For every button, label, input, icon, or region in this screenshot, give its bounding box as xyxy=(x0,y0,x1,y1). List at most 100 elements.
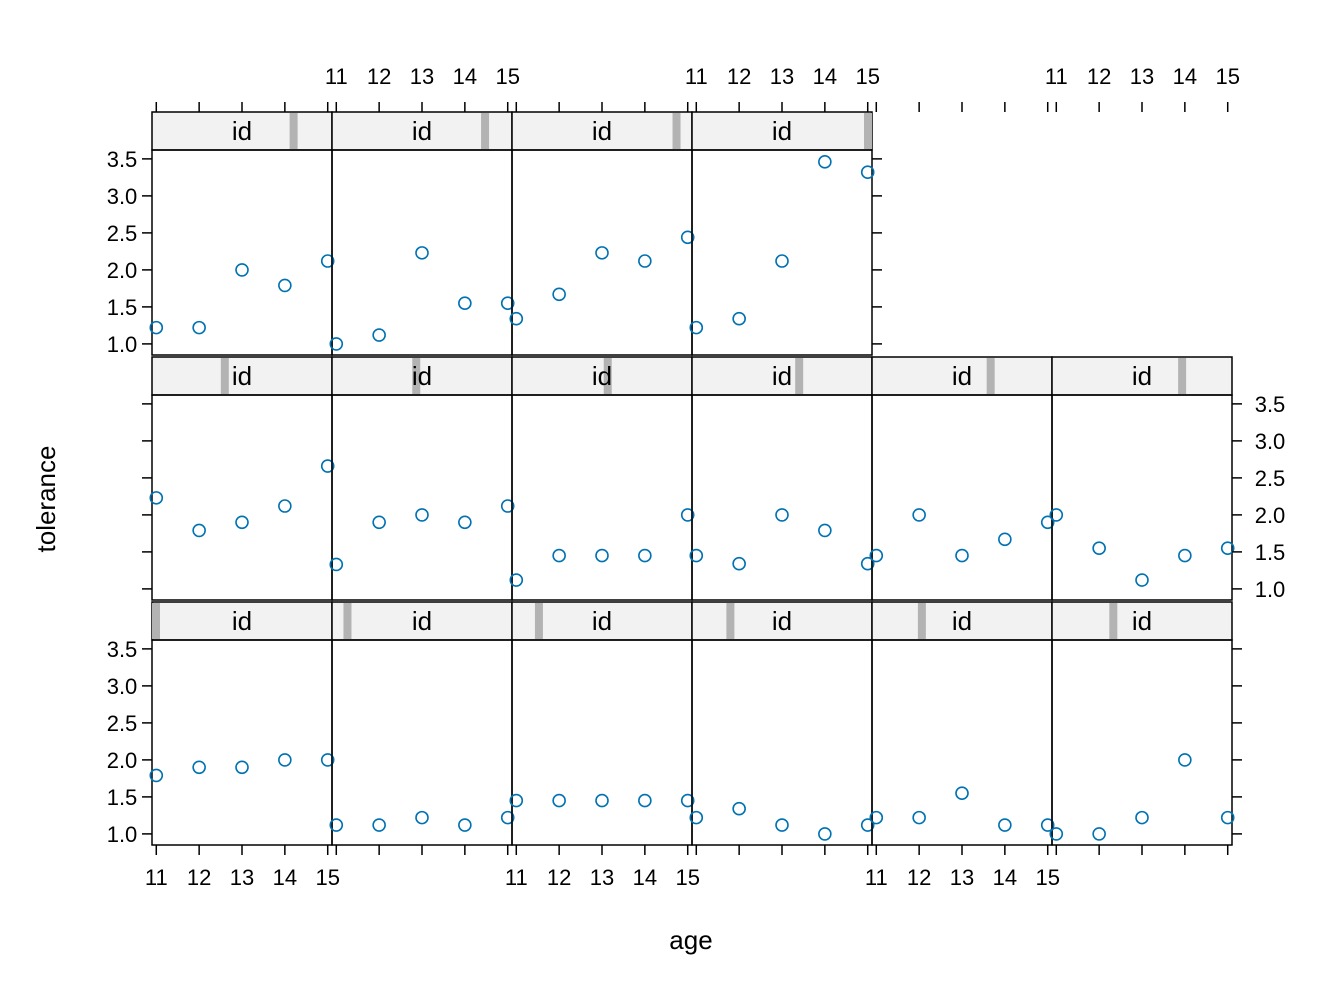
panel-border xyxy=(691,149,873,356)
strip-background xyxy=(151,356,333,396)
data-point xyxy=(278,278,292,293)
strip-background xyxy=(871,356,1053,396)
x-tick-label: 11 xyxy=(685,64,708,89)
data-point xyxy=(1220,541,1235,555)
strip-level-indicator xyxy=(672,113,681,149)
x-tick-label: 11 xyxy=(1045,64,1068,89)
strip-background xyxy=(511,356,693,396)
data-point xyxy=(775,254,789,268)
x-tick-label: 11 xyxy=(865,865,888,890)
strip-level-indicator xyxy=(603,358,612,394)
strip-label: id xyxy=(232,116,252,146)
strip-level-indicator xyxy=(534,603,543,639)
strip-label: id xyxy=(412,361,432,391)
strip-level-indicator xyxy=(343,603,352,639)
panel-border xyxy=(151,394,333,601)
data-point xyxy=(775,508,789,522)
x-tick-label: 11 xyxy=(325,64,348,89)
x-tick-label: 14 xyxy=(273,865,297,890)
strip-label: id xyxy=(592,606,612,636)
panel-15: id xyxy=(509,111,695,356)
strip-level-indicator xyxy=(1109,603,1118,639)
data-point xyxy=(869,548,884,563)
data-point xyxy=(1049,508,1064,522)
x-tick-label: 14 xyxy=(1173,64,1197,89)
strip-level-indicator xyxy=(1178,358,1187,394)
strip-label: id xyxy=(772,361,792,391)
data-point xyxy=(955,786,969,800)
data-point xyxy=(458,296,472,310)
panel-border xyxy=(511,639,693,846)
x-tick-label: 14 xyxy=(453,64,477,89)
x-tick-label: 14 xyxy=(633,865,657,890)
data-point xyxy=(1040,818,1055,832)
panel-11: id xyxy=(869,356,1055,601)
data-point xyxy=(149,768,164,783)
data-point xyxy=(732,311,746,326)
data-point xyxy=(998,818,1012,832)
data-point xyxy=(329,557,344,572)
data-point xyxy=(235,263,249,277)
data-point xyxy=(372,328,386,342)
data-point xyxy=(775,818,789,832)
panel-border xyxy=(691,639,873,846)
panel-border xyxy=(511,394,693,601)
data-point xyxy=(680,793,695,808)
y-tick-label: 2.5 xyxy=(1255,466,1286,491)
y-tick-label: 1.0 xyxy=(1255,577,1286,602)
data-point xyxy=(372,818,386,832)
x-tick-label: 15 xyxy=(675,865,699,890)
x-tick-label: 13 xyxy=(1130,64,1154,89)
strip-label: id xyxy=(772,606,792,636)
x-tick-label: 15 xyxy=(315,865,339,890)
data-point xyxy=(320,254,335,268)
y-tick-label: 2.5 xyxy=(107,221,138,246)
strip-level-indicator xyxy=(864,113,872,149)
data-point xyxy=(500,499,515,513)
data-point xyxy=(680,230,695,245)
data-point xyxy=(638,254,652,268)
data-point xyxy=(860,165,875,180)
data-point xyxy=(638,548,652,563)
data-point xyxy=(732,556,746,571)
data-point xyxy=(1040,515,1055,530)
y-tick-label: 1.5 xyxy=(1255,540,1286,565)
data-point xyxy=(1049,827,1064,841)
x-tick-label: 15 xyxy=(1035,865,1059,890)
strip-label: id xyxy=(232,361,252,391)
data-point xyxy=(372,515,386,530)
data-point xyxy=(415,246,429,260)
x-tick-label: 13 xyxy=(230,865,254,890)
data-point xyxy=(869,810,884,825)
strip-level-indicator xyxy=(986,358,995,394)
data-point xyxy=(415,508,429,522)
panel-9: id xyxy=(509,356,695,601)
strip-level-indicator xyxy=(481,113,490,149)
data-point xyxy=(192,320,206,335)
data-point xyxy=(595,548,609,563)
data-point xyxy=(320,459,335,473)
x-tick-label: 15 xyxy=(495,64,519,89)
panel-border xyxy=(151,639,333,846)
panel-1: id xyxy=(149,601,335,846)
strip-background xyxy=(691,356,873,396)
y-tick-label: 3.5 xyxy=(1255,392,1286,417)
panel-10: id xyxy=(689,356,875,601)
y-tick-label: 3.5 xyxy=(107,147,138,172)
data-point xyxy=(235,760,249,775)
strip-level-indicator xyxy=(220,358,229,394)
x-tick-label: 13 xyxy=(950,865,974,890)
strip-label: id xyxy=(952,361,972,391)
strip-level-indicator xyxy=(795,358,804,394)
y-tick-label: 2.0 xyxy=(1255,503,1286,528)
y-tick-label: 2.5 xyxy=(107,711,138,736)
panel-border xyxy=(871,639,1053,846)
data-point xyxy=(320,753,335,767)
panel-border xyxy=(511,149,693,356)
panel-6: id xyxy=(1049,601,1235,846)
data-point xyxy=(689,548,704,563)
data-point xyxy=(500,296,515,310)
strip-label: id xyxy=(952,606,972,636)
data-point xyxy=(329,337,344,351)
